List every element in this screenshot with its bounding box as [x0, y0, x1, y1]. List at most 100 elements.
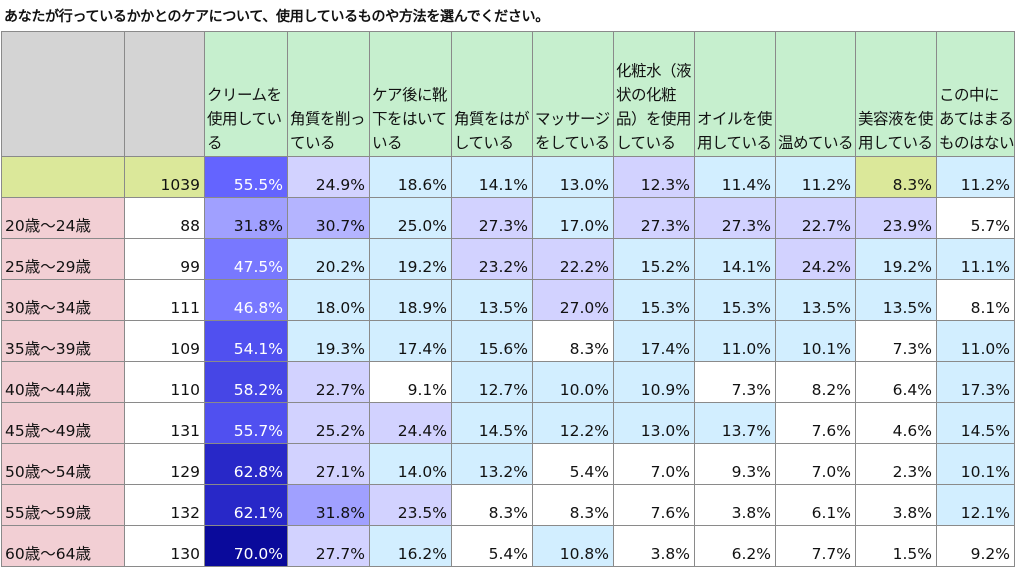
percentage-cell: 12.2%: [532, 402, 614, 444]
column-header: 角質をはがしている: [451, 31, 533, 157]
percentage-cell: 54.1%: [204, 320, 288, 362]
percentage-cell: 10.8%: [532, 525, 614, 567]
percentage-cell: 5.4%: [532, 443, 614, 485]
percentage-cell: 19.2%: [855, 238, 937, 280]
percentage-cell: 11.2%: [775, 156, 856, 198]
percentage-cell: 13.5%: [855, 279, 937, 321]
percentage-cell: 14.5%: [451, 402, 533, 444]
column-header: ケア後に靴下をはいている: [369, 31, 452, 157]
percentage-cell: 27.3%: [451, 197, 533, 239]
header-row: クリームを使用している 角質を削っている ケア後に靴下をはいている 角質をはがしている…: [1, 31, 1015, 157]
sample-size-cell: 131: [124, 402, 205, 444]
percentage-cell: 46.8%: [204, 279, 288, 321]
data-table: クリームを使用している 角質を削っている ケア後に靴下をはいている 角質をはがしている…: [1, 31, 1015, 567]
percentage-cell: 7.6%: [613, 484, 695, 526]
percentage-cell: 30.7%: [287, 197, 370, 239]
percentage-cell: 62.1%: [204, 484, 288, 526]
percentage-cell: 2.3%: [855, 443, 937, 485]
total-row: 1039 55.5% 24.9% 18.6% 14.1% 13.0% 12.3% 11.4% 1…: [1, 156, 1015, 198]
column-header: マッサージをしている: [532, 31, 614, 157]
percentage-cell: 13.5%: [451, 279, 533, 321]
percentage-cell: 11.2%: [936, 156, 1015, 198]
sample-size-cell: 110: [124, 361, 205, 403]
percentage-cell: 3.8%: [613, 525, 695, 567]
percentage-cell: 15.2%: [613, 238, 695, 280]
percentage-cell: 5.4%: [451, 525, 533, 567]
percentage-cell: 24.2%: [775, 238, 856, 280]
percentage-cell: 18.6%: [369, 156, 452, 198]
percentage-cell: 13.0%: [613, 402, 695, 444]
column-header: 化粧水（液状の化粧品）を使用している: [613, 31, 695, 157]
column-header: クリームを使用している: [204, 31, 288, 157]
percentage-cell: 27.3%: [694, 197, 776, 239]
table-row: 50歳～54歳 129 62.8% 27.1% 14.0% 13.2% 5.4% 7.0% 9.…: [1, 443, 1015, 485]
table-row: 30歳～34歳 111 46.8% 18.0% 18.9% 13.5% 27.0% 15.3%…: [1, 279, 1015, 321]
percentage-cell: 15.3%: [694, 279, 776, 321]
percentage-cell: 8.3%: [532, 484, 614, 526]
table-row: 35歳～39歳 109 54.1% 19.3% 17.4% 15.6% 8.3% 17.4% 1…: [1, 320, 1015, 362]
percentage-cell: 27.7%: [287, 525, 370, 567]
percentage-cell: 13.7%: [694, 402, 776, 444]
percentage-cell: 27.1%: [287, 443, 370, 485]
percentage-cell: 25.2%: [287, 402, 370, 444]
percentage-cell: 10.9%: [613, 361, 695, 403]
row-label: 25歳～29歳: [1, 238, 125, 280]
percentage-cell: 23.9%: [855, 197, 937, 239]
percentage-cell: 13.5%: [775, 279, 856, 321]
column-header: 美容液を使用している: [855, 31, 937, 157]
percentage-cell: 22.7%: [287, 361, 370, 403]
percentage-cell: 70.0%: [204, 525, 288, 567]
header-blank-cell: [124, 31, 205, 157]
percentage-cell: 31.8%: [287, 484, 370, 526]
percentage-cell: 55.7%: [204, 402, 288, 444]
percentage-cell: 17.0%: [532, 197, 614, 239]
percentage-cell: 11.0%: [936, 320, 1015, 362]
percentage-cell: 8.2%: [775, 361, 856, 403]
percentage-cell: 11.1%: [936, 238, 1015, 280]
row-label: 45歳～49歳: [1, 402, 125, 444]
percentage-cell: 12.7%: [451, 361, 533, 403]
percentage-cell: 1.5%: [855, 525, 937, 567]
table-row: 20歳～24歳 88 31.8% 30.7% 25.0% 27.3% 17.0% 27.3% 2…: [1, 197, 1015, 239]
table-row: 60歳～64歳 130 70.0% 27.7% 16.2% 5.4% 10.8% 3.8% 6.…: [1, 525, 1015, 567]
percentage-cell: 17.4%: [369, 320, 452, 362]
percentage-cell: 13.2%: [451, 443, 533, 485]
percentage-cell: 9.3%: [694, 443, 776, 485]
percentage-cell: 8.3%: [532, 320, 614, 362]
percentage-cell: 20.2%: [287, 238, 370, 280]
percentage-cell: 31.8%: [204, 197, 288, 239]
column-header: 角質を削っている: [287, 31, 370, 157]
row-label: 60歳～64歳: [1, 525, 125, 567]
sample-size-cell: 99: [124, 238, 205, 280]
percentage-cell: 11.4%: [694, 156, 776, 198]
percentage-cell: 7.7%: [775, 525, 856, 567]
row-label: 35歳～39歳: [1, 320, 125, 362]
percentage-cell: 18.9%: [369, 279, 452, 321]
row-label: [1, 156, 125, 198]
percentage-cell: 10.0%: [532, 361, 614, 403]
percentage-cell: 55.5%: [204, 156, 288, 198]
percentage-cell: 14.0%: [369, 443, 452, 485]
percentage-cell: 62.8%: [204, 443, 288, 485]
sample-size-cell: 129: [124, 443, 205, 485]
column-header: この中にあてはまるものはない: [936, 31, 1015, 157]
percentage-cell: 8.3%: [451, 484, 533, 526]
sample-size-cell: 109: [124, 320, 205, 362]
percentage-cell: 22.7%: [775, 197, 856, 239]
row-label: 30歳～34歳: [1, 279, 125, 321]
percentage-cell: 9.1%: [369, 361, 452, 403]
percentage-cell: 6.2%: [694, 525, 776, 567]
sample-size-cell: 111: [124, 279, 205, 321]
sample-size-cell: 88: [124, 197, 205, 239]
percentage-cell: 15.3%: [613, 279, 695, 321]
percentage-cell: 4.6%: [855, 402, 937, 444]
header-blank-cell: [1, 31, 125, 157]
percentage-cell: 22.2%: [532, 238, 614, 280]
row-label: 40歳～44歳: [1, 361, 125, 403]
row-label: 50歳～54歳: [1, 443, 125, 485]
percentage-cell: 3.8%: [855, 484, 937, 526]
percentage-cell: 27.3%: [613, 197, 695, 239]
table-row: 55歳～59歳 132 62.1% 31.8% 23.5% 8.3% 8.3% 7.6% 3.8…: [1, 484, 1015, 526]
chart-title: あなたが行っているかかとのケアについて、使用しているものや方法を選んでください。: [4, 9, 549, 25]
row-label: 20歳～24歳: [1, 197, 125, 239]
